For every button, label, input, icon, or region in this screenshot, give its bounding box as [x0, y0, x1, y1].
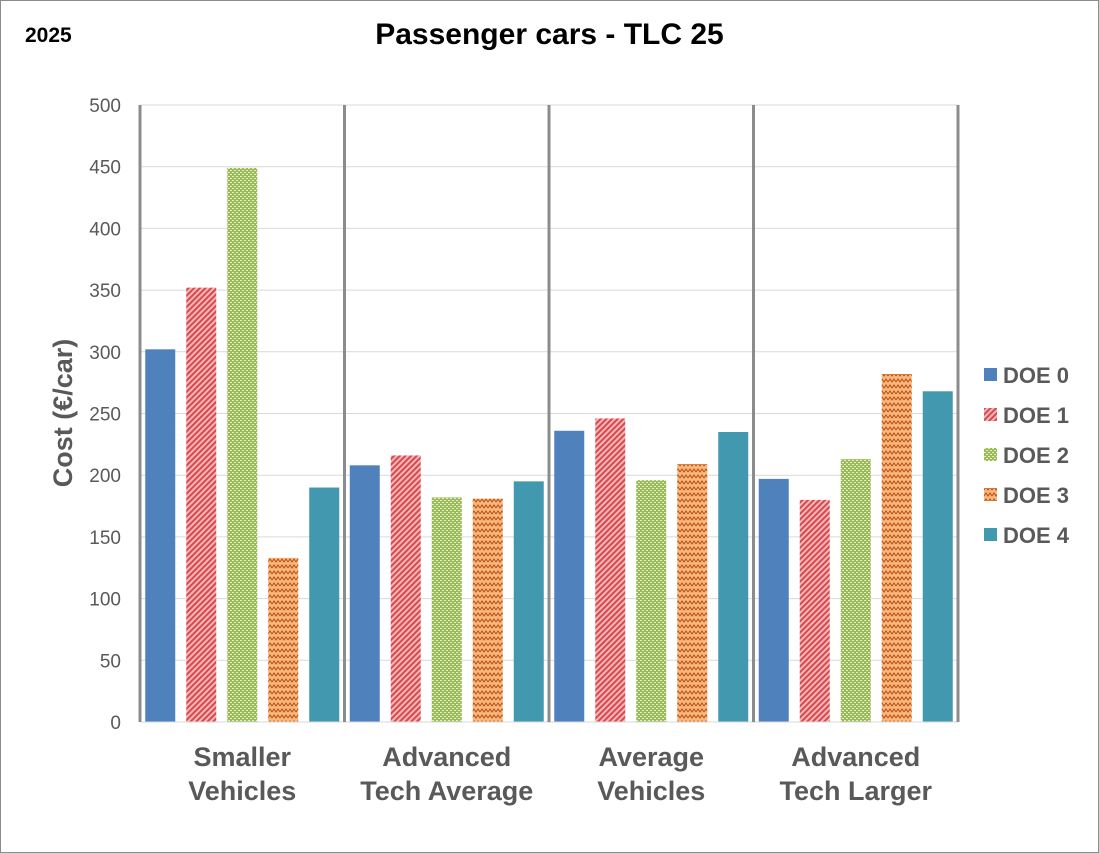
x-category-label: Tech Larger: [779, 776, 932, 806]
bar-doe-3: [472, 498, 503, 722]
legend-swatch: [984, 528, 997, 541]
y-tick-label: 0: [110, 713, 121, 734]
y-tick-label: 450: [89, 158, 121, 179]
y-tick-label: 150: [89, 528, 121, 549]
y-tick-label: 500: [89, 96, 121, 117]
bar-doe-3: [881, 374, 912, 722]
y-tick-label: 50: [100, 651, 121, 672]
x-category-label: Vehicles: [188, 776, 296, 806]
bar-doe-3: [268, 557, 299, 722]
x-category-label: Vehicles: [597, 776, 705, 806]
x-category-label: Tech Average: [360, 776, 533, 806]
bar-doe-0: [145, 349, 176, 722]
legend-swatch: [984, 448, 997, 461]
y-tick-label: 350: [89, 281, 121, 302]
legend-label: DOE 2: [1003, 443, 1069, 468]
bar-doe-1: [595, 418, 626, 722]
bar-doe-1: [799, 499, 830, 722]
bar-doe-2: [431, 497, 462, 722]
chart-title: Passenger cars - TLC 25: [0, 18, 1099, 52]
bar-doe-1: [390, 455, 421, 722]
legend-swatch: [984, 488, 997, 501]
legend-swatch: [984, 408, 997, 421]
x-category-label: Advanced: [382, 742, 511, 772]
bar-doe-4: [922, 391, 953, 722]
legend-label: DOE 3: [1003, 483, 1069, 508]
y-tick-label: 100: [89, 590, 121, 611]
bar-doe-1: [186, 287, 217, 722]
y-axis-label: Cost (€/car): [48, 339, 78, 488]
x-category-label: Smaller: [193, 742, 291, 772]
chart-title-text: Passenger cars - TLC 25: [375, 18, 724, 51]
x-category-label: Advanced: [791, 742, 920, 772]
corner-year-label: 2025: [25, 24, 72, 47]
y-tick-label: 250: [89, 405, 121, 426]
bar-doe-4: [513, 481, 544, 722]
y-tick-label: 200: [89, 466, 121, 487]
bar-doe-4: [718, 432, 749, 722]
x-category-label: Average: [598, 742, 704, 772]
legend-label: DOE 0: [1003, 363, 1069, 388]
bar-doe-2: [227, 167, 258, 722]
y-tick-label: 400: [89, 219, 121, 240]
y-tick-label: 300: [89, 343, 121, 364]
bar-doe-4: [309, 487, 340, 722]
bar-doe-0: [758, 478, 789, 722]
bar-doe-2: [840, 459, 871, 722]
bar-doe-0: [554, 430, 585, 722]
legend-swatch: [984, 368, 997, 381]
legend-label: DOE 1: [1003, 403, 1069, 428]
bar-doe-3: [677, 464, 708, 722]
bar-doe-0: [349, 465, 380, 722]
legend-label: DOE 4: [1003, 523, 1070, 548]
bar-doe-2: [636, 480, 667, 722]
